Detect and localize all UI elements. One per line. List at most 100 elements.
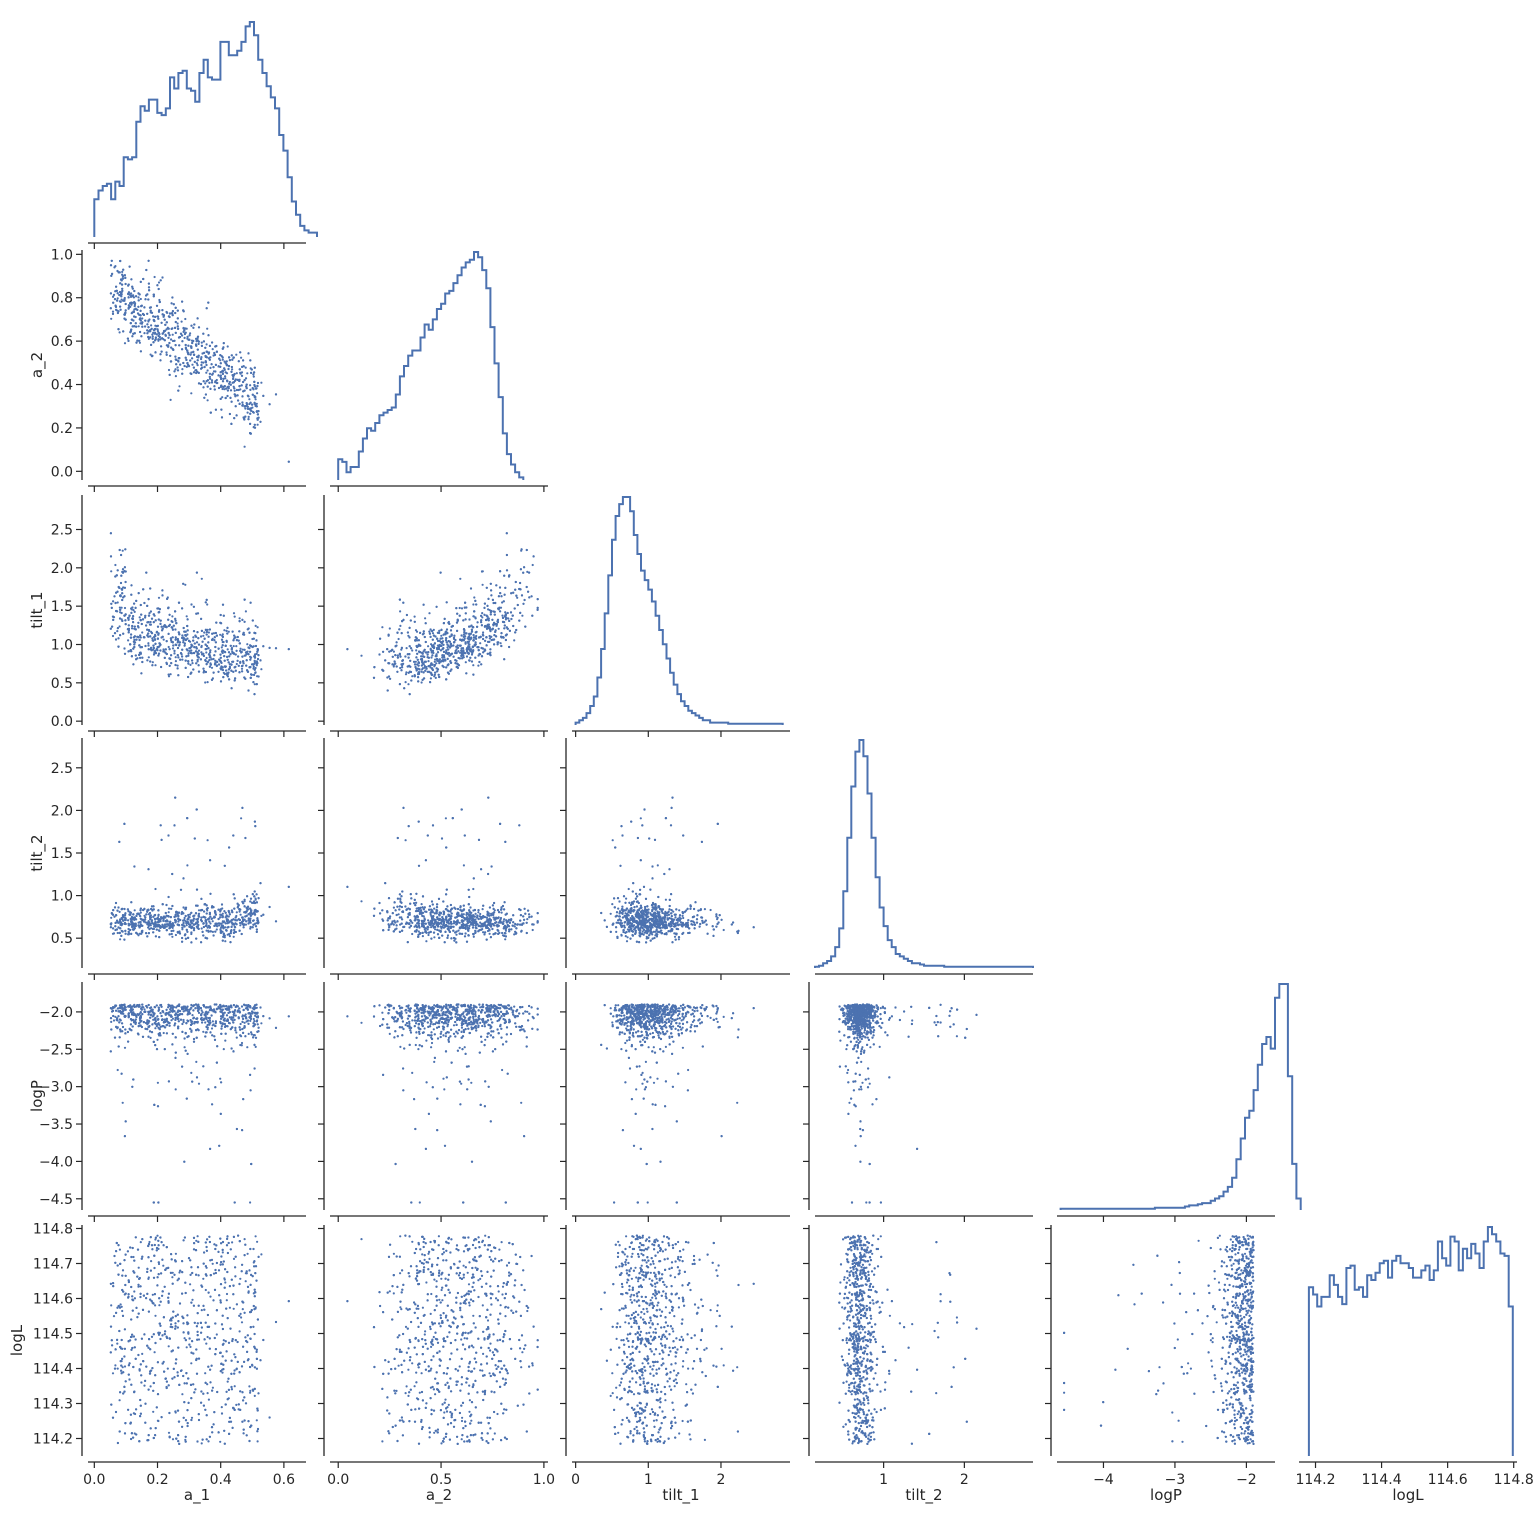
- data-point: [191, 659, 194, 662]
- data-point: [177, 656, 180, 659]
- data-point: [460, 607, 464, 610]
- data-point: [486, 604, 489, 608]
- data-point: [429, 681, 432, 684]
- data-point: [400, 646, 403, 650]
- data-point: [196, 348, 199, 351]
- data-point: [170, 338, 173, 341]
- data-point: [499, 610, 502, 613]
- data-point: [233, 387, 236, 390]
- data-point: [133, 289, 136, 293]
- data-point: [181, 634, 184, 637]
- data-point: [149, 623, 152, 626]
- data-point: [240, 356, 243, 359]
- data-point: [239, 647, 242, 650]
- y-tick-label: 2.0: [51, 561, 73, 577]
- data-point: [446, 664, 449, 667]
- data-point: [174, 656, 177, 659]
- data-point: [417, 680, 420, 683]
- data-point: [111, 615, 115, 618]
- data-point: [189, 672, 192, 675]
- data-point: [169, 354, 172, 357]
- data-point: [244, 610, 247, 613]
- data-point: [400, 632, 403, 635]
- data-point: [429, 677, 432, 680]
- data-point: [147, 648, 150, 651]
- data-point: [439, 571, 442, 574]
- data-point: [243, 620, 246, 623]
- data-point: [467, 642, 470, 645]
- data-point: [196, 370, 199, 373]
- data-point: [452, 655, 455, 658]
- data-point: [197, 342, 200, 345]
- data-point: [424, 617, 427, 620]
- data-point: [256, 626, 259, 629]
- data-point: [219, 359, 222, 362]
- data-point: [183, 332, 186, 336]
- data-point: [445, 678, 448, 681]
- data-point: [119, 259, 122, 263]
- data-point: [153, 332, 156, 335]
- data-point: [403, 687, 406, 690]
- data-point: [192, 630, 196, 633]
- data-point: [232, 935, 235, 938]
- data-point: [111, 634, 115, 638]
- panel-a_2-a_2: [330, 251, 548, 492]
- data-point: [158, 298, 161, 302]
- data-point: [408, 645, 411, 648]
- data-point: [427, 665, 430, 668]
- data-point: [206, 681, 209, 684]
- data-point: [446, 643, 449, 646]
- data-point: [171, 935, 174, 938]
- data-point: [480, 570, 484, 573]
- scatter-points: [109, 532, 290, 696]
- data-point: [131, 624, 134, 628]
- data-point: [485, 625, 488, 628]
- data-point: [473, 644, 476, 647]
- data-point: [146, 659, 149, 662]
- data-point: [221, 369, 224, 372]
- data-point: [468, 659, 471, 662]
- data-point: [197, 643, 201, 646]
- data-point: [162, 648, 165, 651]
- data-point: [196, 364, 199, 367]
- data-point: [398, 628, 401, 631]
- data-point: [238, 368, 241, 371]
- data-point: [505, 569, 509, 572]
- data-point: [220, 408, 223, 411]
- data-point: [156, 284, 159, 287]
- data-point: [240, 374, 244, 377]
- data-point: [123, 595, 126, 598]
- data-point: [168, 664, 171, 667]
- data-point: [154, 642, 157, 645]
- data-point: [471, 645, 475, 648]
- data-point: [132, 332, 135, 335]
- data-point: [147, 335, 150, 339]
- data-point: [135, 325, 138, 328]
- data-point: [221, 372, 224, 375]
- data-point: [536, 608, 539, 611]
- data-point: [262, 394, 265, 397]
- data-point: [461, 656, 464, 660]
- data-point: [160, 665, 163, 669]
- data-point: [131, 335, 134, 338]
- data-point: [436, 670, 439, 673]
- data-point: [472, 603, 475, 606]
- data-point: [174, 368, 177, 371]
- data-point: [183, 336, 186, 339]
- data-point: [455, 651, 458, 655]
- data-point: [237, 360, 240, 363]
- data-point: [393, 660, 396, 663]
- data-point: [171, 615, 174, 618]
- data-point: [520, 548, 523, 551]
- data-point: [254, 624, 257, 628]
- data-point: [217, 670, 220, 673]
- data-point: [226, 632, 229, 635]
- data-point: [147, 656, 150, 659]
- data-point: [123, 570, 126, 573]
- data-point: [213, 636, 216, 639]
- data-point: [396, 670, 399, 673]
- data-point: [209, 356, 212, 359]
- data-point: [119, 938, 122, 941]
- data-point: [131, 311, 134, 314]
- data-point: [485, 644, 488, 647]
